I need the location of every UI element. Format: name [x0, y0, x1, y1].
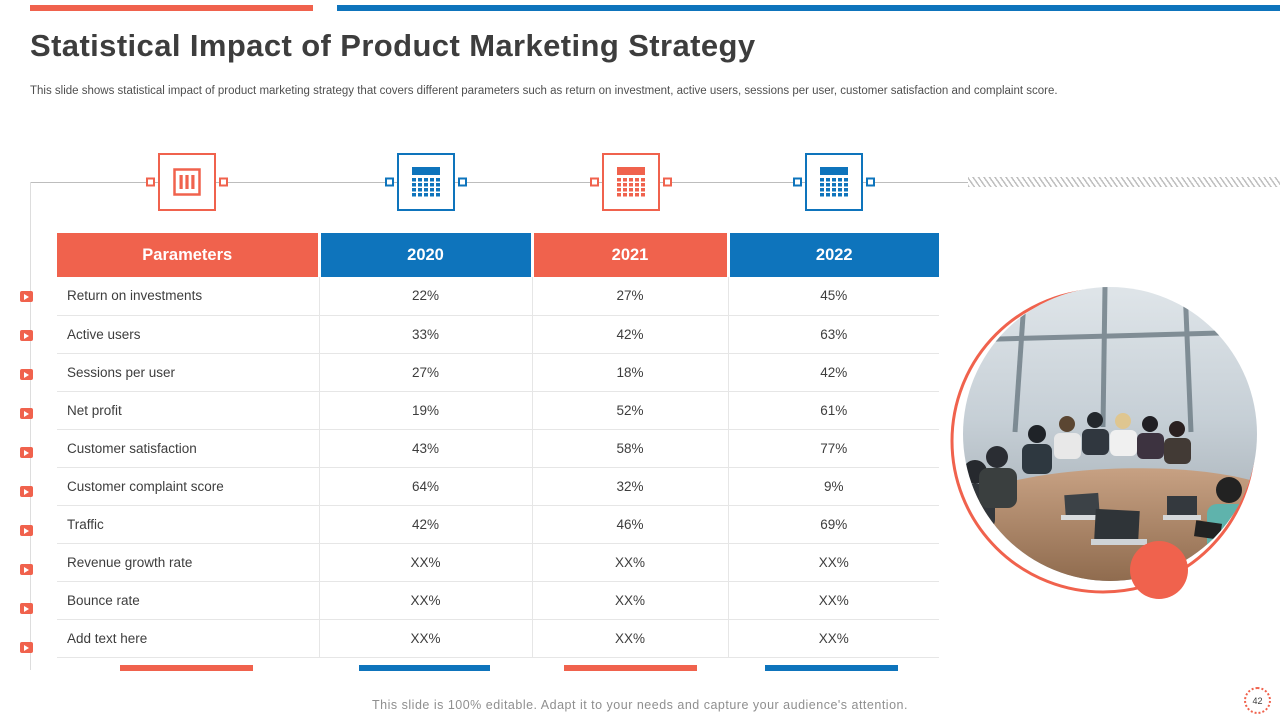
connector-node: [146, 177, 155, 187]
row-marker-icon: [20, 330, 33, 341]
slide-title: Statistical Impact of Product Marketing …: [30, 28, 756, 63]
row-marker-icon: [20, 642, 33, 653]
row-marker-icon: [20, 603, 33, 614]
row-marker-icon: [20, 369, 33, 380]
parameter-cell: Revenue growth rate: [57, 543, 320, 582]
row-marker-icon: [20, 525, 33, 536]
table-row: Active users 33% 42% 63%: [57, 315, 939, 354]
table-row: Add text here XX% XX% XX%: [57, 619, 939, 658]
underline-2020: [359, 665, 490, 671]
calculator-icon: [793, 153, 875, 211]
value-cell: 46%: [532, 505, 729, 544]
connector-node: [458, 177, 467, 187]
table-row: Bounce rate XX% XX% XX%: [57, 581, 939, 620]
parameter-cell: Traffic: [57, 505, 320, 544]
value-cell: XX%: [532, 581, 729, 620]
value-cell: 43%: [319, 429, 533, 468]
parameter-cell: Active users: [57, 315, 320, 354]
parameter-cell: Bounce rate: [57, 581, 320, 620]
underline-2022: [765, 665, 898, 671]
page-number-badge: 42: [1244, 687, 1271, 714]
value-cell: XX%: [319, 543, 533, 582]
value-cell: 27%: [532, 277, 729, 316]
row-marker-icon: [20, 564, 33, 575]
value-cell: 61%: [728, 391, 939, 430]
connector-node: [866, 177, 875, 187]
value-cell: XX%: [319, 581, 533, 620]
parameter-cell: Add text here: [57, 619, 320, 658]
row-marker-icon: [20, 447, 33, 458]
value-cell: 69%: [728, 505, 939, 544]
value-cell: XX%: [728, 543, 939, 582]
hatch-strip: [968, 177, 1280, 187]
table-body: Return on investments 22% 27% 45% Active use…: [57, 277, 939, 658]
value-cell: 19%: [319, 391, 533, 430]
connector-line: [30, 182, 968, 183]
table-row: Revenue growth rate XX% XX% XX%: [57, 543, 939, 582]
value-cell: 22%: [319, 277, 533, 316]
value-cell: 32%: [532, 467, 729, 506]
abacus-icon: [146, 153, 228, 211]
value-cell: XX%: [728, 581, 939, 620]
value-cell: 33%: [319, 315, 533, 354]
header-parameters: Parameters: [57, 233, 321, 277]
value-cell: 64%: [319, 467, 533, 506]
value-cell: XX%: [532, 543, 729, 582]
value-cell: 63%: [728, 315, 939, 354]
connector-node: [385, 177, 394, 187]
value-cell: 42%: [728, 353, 939, 392]
connector-node: [219, 177, 228, 187]
parameter-cell: Net profit: [57, 391, 320, 430]
header-2022: 2022: [728, 233, 939, 277]
statistics-table: Parameters 2020 2021 2022 Return on inve…: [57, 233, 939, 658]
table-header-row: Parameters 2020 2021 2022: [57, 233, 939, 277]
table-row: Sessions per user 27% 18% 42%: [57, 353, 939, 392]
table-row: Net profit 19% 52% 61%: [57, 391, 939, 430]
value-cell: 77%: [728, 429, 939, 468]
table-row: Return on investments 22% 27% 45%: [57, 277, 939, 316]
underline-2021: [564, 665, 697, 671]
accent-dot: [1130, 541, 1188, 599]
row-marker-icon: [20, 408, 33, 419]
parameter-cell: Customer complaint score: [57, 467, 320, 506]
value-cell: 42%: [532, 315, 729, 354]
connector-node: [663, 177, 672, 187]
top-accent-bar-blue: [337, 5, 1280, 11]
table-row: Customer complaint score 64% 32% 9%: [57, 467, 939, 506]
page-number: 42: [1252, 695, 1263, 706]
connector-node: [590, 177, 599, 187]
row-marker-icon: [20, 486, 33, 497]
value-cell: XX%: [319, 619, 533, 658]
parameter-cell: Return on investments: [57, 277, 320, 316]
value-cell: XX%: [532, 619, 729, 658]
value-cell: 52%: [532, 391, 729, 430]
underline-parameters: [120, 665, 253, 671]
table-row: Customer satisfaction 43% 58% 77%: [57, 429, 939, 468]
calculator-icon: [590, 153, 672, 211]
meeting-photo: [950, 287, 1257, 599]
header-2020: 2020: [319, 233, 534, 277]
parameter-cell: Customer satisfaction: [57, 429, 320, 468]
left-connector-line: [30, 182, 31, 670]
value-cell: 42%: [319, 505, 533, 544]
slide-subtitle: This slide shows statistical impact of p…: [30, 85, 1058, 97]
value-cell: 9%: [728, 467, 939, 506]
footer-note: This slide is 100% editable. Adapt it to…: [372, 698, 908, 712]
value-cell: XX%: [728, 619, 939, 658]
row-marker-icon: [20, 291, 33, 302]
value-cell: 58%: [532, 429, 729, 468]
value-cell: 27%: [319, 353, 533, 392]
header-2021: 2021: [532, 233, 730, 277]
value-cell: 18%: [532, 353, 729, 392]
table-row: Traffic 42% 46% 69%: [57, 505, 939, 544]
calculator-icon: [385, 153, 467, 211]
top-accent-bar-red: [30, 5, 313, 11]
connector-node: [793, 177, 802, 187]
value-cell: 45%: [728, 277, 939, 316]
parameter-cell: Sessions per user: [57, 353, 320, 392]
